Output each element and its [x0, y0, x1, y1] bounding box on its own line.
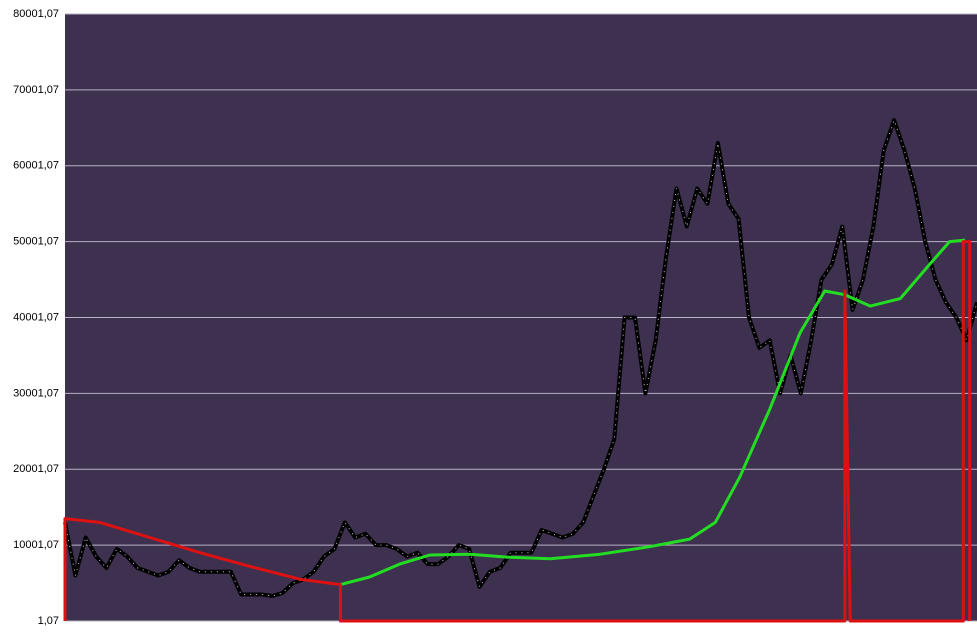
y-tick-label: 80001,07	[13, 8, 59, 20]
series-highlight	[64, 118, 977, 597]
y-tick-label: 70001,07	[13, 84, 59, 96]
y-tick-label: 20001,07	[13, 463, 59, 475]
y-tick-label: 50001,07	[13, 236, 59, 248]
y-tick-label: 30001,07	[13, 387, 59, 399]
series-line	[63, 240, 972, 623]
y-tick-label: 40001,07	[13, 311, 59, 323]
series-line	[340, 238, 966, 587]
y-tick-label: 60001,07	[13, 160, 59, 172]
y-tick-label: 1,07	[38, 615, 59, 627]
y-tick-label: 10001,07	[13, 539, 59, 551]
